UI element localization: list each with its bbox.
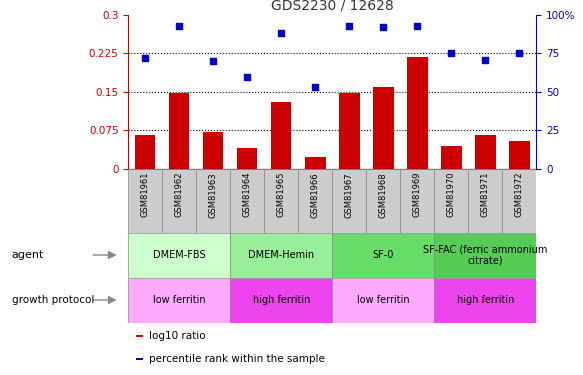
Text: high ferritin: high ferritin <box>456 295 514 305</box>
Point <box>345 23 354 29</box>
Text: low ferritin: low ferritin <box>357 295 410 305</box>
Text: DMEM-Hemin: DMEM-Hemin <box>248 250 314 260</box>
Text: low ferritin: low ferritin <box>153 295 206 305</box>
Bar <box>230 169 264 232</box>
Bar <box>298 169 332 232</box>
Bar <box>332 169 366 232</box>
Point <box>447 51 456 57</box>
Bar <box>128 232 230 278</box>
Point <box>515 51 524 57</box>
Text: log10 ratio: log10 ratio <box>149 331 205 341</box>
Point <box>141 55 150 61</box>
Bar <box>136 358 143 360</box>
Text: GSM81963: GSM81963 <box>209 172 218 217</box>
Bar <box>230 232 332 278</box>
Bar <box>135 135 156 169</box>
Bar <box>468 169 503 232</box>
Bar <box>441 146 462 169</box>
Bar <box>434 232 536 278</box>
Point <box>277 30 286 36</box>
Bar <box>169 93 189 169</box>
Text: GSM81961: GSM81961 <box>141 172 150 217</box>
Text: growth protocol: growth protocol <box>12 295 94 305</box>
Text: GSM81970: GSM81970 <box>447 172 456 217</box>
Bar <box>475 135 496 169</box>
Bar <box>136 335 143 337</box>
Text: GSM81968: GSM81968 <box>379 172 388 217</box>
Point <box>311 84 320 90</box>
Bar <box>407 57 427 169</box>
Text: GSM81967: GSM81967 <box>345 172 354 217</box>
Bar <box>503 169 536 232</box>
Text: GSM81972: GSM81972 <box>515 172 524 217</box>
Text: SF-0: SF-0 <box>373 250 394 260</box>
Title: GDS2230 / 12628: GDS2230 / 12628 <box>271 0 394 12</box>
Point <box>413 23 422 29</box>
Point <box>480 57 490 63</box>
Text: GSM81962: GSM81962 <box>175 172 184 217</box>
Point <box>174 23 184 29</box>
Text: GSM81965: GSM81965 <box>277 172 286 217</box>
Text: GSM81971: GSM81971 <box>481 172 490 217</box>
Point <box>243 74 252 80</box>
Bar <box>271 102 292 169</box>
Text: GSM81964: GSM81964 <box>243 172 252 217</box>
Bar <box>366 169 401 232</box>
Bar <box>305 158 325 169</box>
Text: percentile rank within the sample: percentile rank within the sample <box>149 354 325 364</box>
Bar <box>339 93 360 169</box>
Bar <box>373 87 394 169</box>
Text: agent: agent <box>12 250 44 260</box>
Text: GSM81966: GSM81966 <box>311 172 320 217</box>
Bar <box>128 278 230 322</box>
Bar <box>230 278 332 322</box>
Bar <box>264 169 298 232</box>
Bar <box>434 278 536 322</box>
Text: DMEM-FBS: DMEM-FBS <box>153 250 206 260</box>
Text: SF-FAC (ferric ammonium
citrate): SF-FAC (ferric ammonium citrate) <box>423 244 547 266</box>
Bar <box>434 169 468 232</box>
Bar <box>332 232 434 278</box>
Bar <box>128 169 162 232</box>
Text: GSM81969: GSM81969 <box>413 172 422 217</box>
Bar <box>203 132 223 169</box>
Point <box>379 24 388 30</box>
Bar <box>196 169 230 232</box>
Bar <box>401 169 434 232</box>
Bar <box>162 169 196 232</box>
Bar <box>509 141 529 169</box>
Bar <box>332 278 434 322</box>
Point <box>209 58 218 64</box>
Text: high ferritin: high ferritin <box>252 295 310 305</box>
Bar <box>237 148 258 169</box>
